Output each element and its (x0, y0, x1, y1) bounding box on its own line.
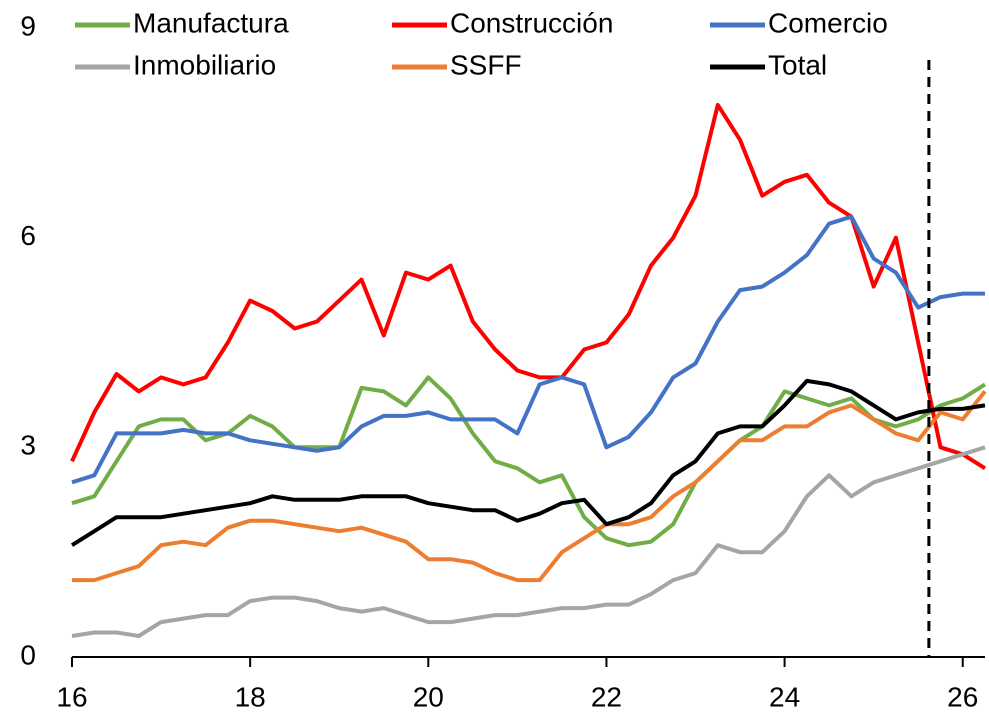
x-tick-label: 22 (591, 681, 622, 712)
x-tick-label: 20 (413, 681, 444, 712)
series-line (71, 445, 986, 638)
series-line (71, 214, 985, 485)
series-line (70, 378, 986, 547)
legend-label: Comercio (768, 7, 888, 38)
legend-label: Total (768, 49, 827, 80)
legend-label: Construcción (450, 7, 613, 38)
x-tick-label: 16 (56, 681, 87, 712)
x-tick-label: 18 (235, 681, 266, 712)
x-tick-label: 26 (947, 681, 978, 712)
legend-label: Inmobiliario (133, 49, 276, 80)
legend-label: SSFF (450, 49, 522, 80)
y-tick-label: 9 (20, 10, 36, 41)
series-line (70, 102, 987, 470)
legend-label: Manufactura (133, 7, 289, 38)
y-tick-label: 0 (20, 639, 36, 670)
y-tick-label: 3 (20, 430, 36, 461)
series-line (72, 390, 987, 583)
x-tick-label: 24 (769, 681, 800, 712)
y-tick-label: 6 (20, 220, 36, 251)
series-line (71, 375, 987, 548)
